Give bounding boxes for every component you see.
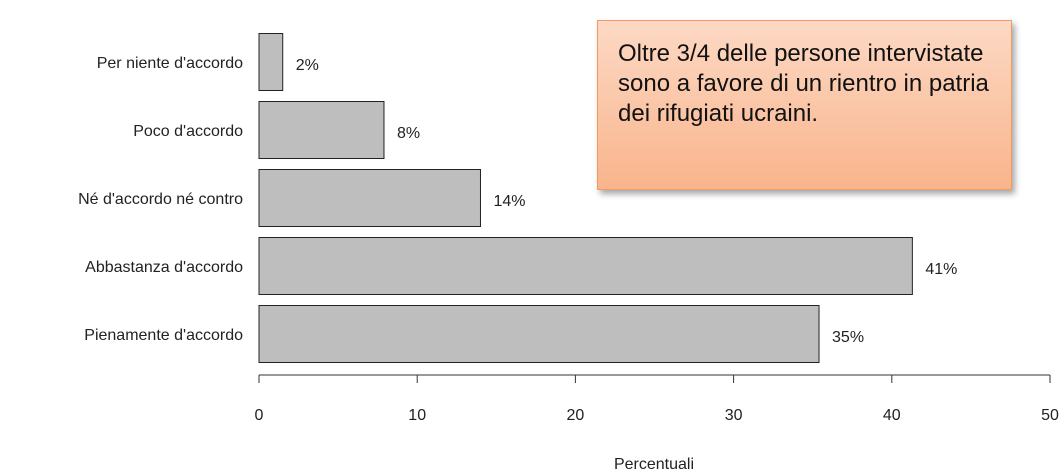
x-tick-label: 20 xyxy=(567,407,585,424)
bar xyxy=(258,33,284,91)
x-tick-label: 30 xyxy=(725,407,743,424)
y-tick-label: Abbastanza d'accordo xyxy=(85,259,243,276)
bar xyxy=(258,305,820,363)
bar xyxy=(258,169,481,227)
x-tick-label: 50 xyxy=(1041,407,1059,424)
value-label: 14% xyxy=(493,193,525,210)
bar xyxy=(258,101,385,159)
y-tick-label: Per niente d'accordo xyxy=(97,55,243,72)
value-label: 8% xyxy=(397,125,420,142)
bar xyxy=(258,237,913,295)
value-label: 35% xyxy=(832,329,864,346)
value-label: 41% xyxy=(925,261,957,278)
x-tick-label: 10 xyxy=(408,407,426,424)
y-tick-label: Né d'accordo né contro xyxy=(78,191,243,208)
annotation: Oltre 3/4 delle persone intervistate son… xyxy=(597,20,1012,190)
x-tick-label: 0 xyxy=(255,407,264,424)
x-axis-label: Percentuali xyxy=(614,456,694,473)
value-label: 2% xyxy=(296,57,319,74)
y-tick-label: Pienamente d'accordo xyxy=(84,327,243,344)
x-tick-label: 40 xyxy=(883,407,901,424)
y-tick-label: Poco d'accordo xyxy=(133,123,243,140)
